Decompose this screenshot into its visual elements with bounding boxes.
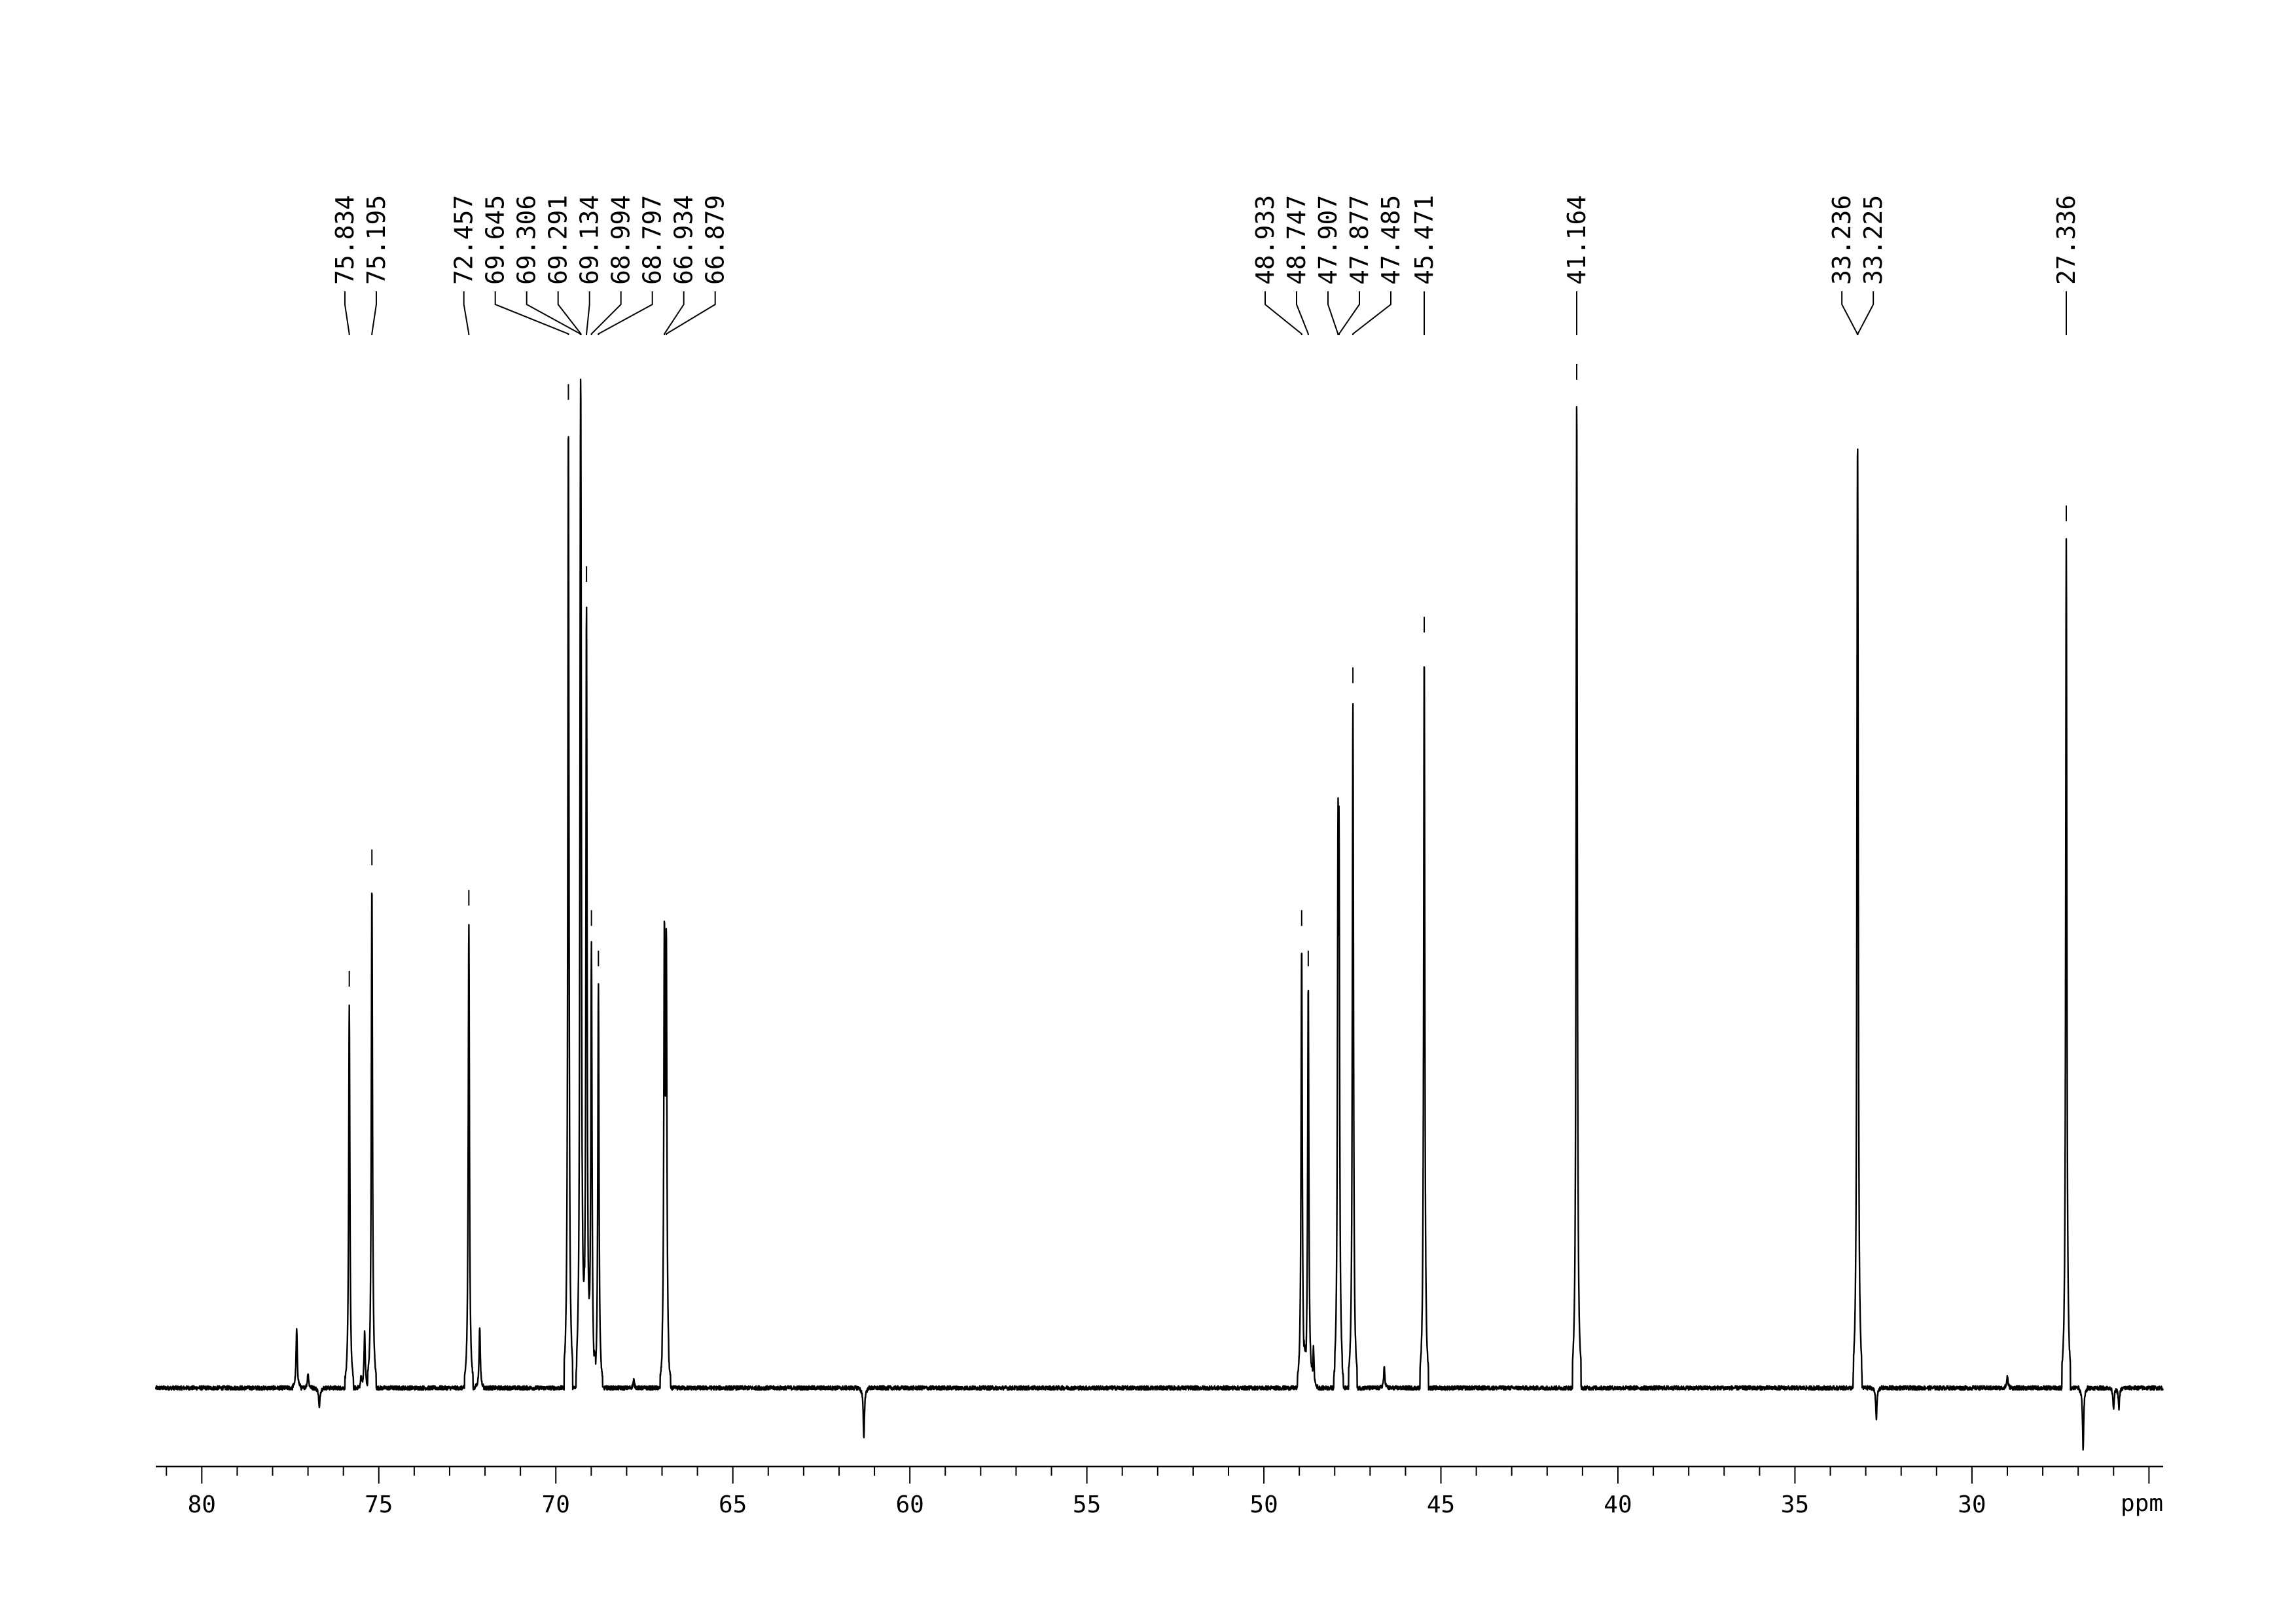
peak-label: 68.994 [607, 195, 636, 285]
peak-label: 27.336 [2052, 195, 2081, 285]
peak-leader-line [371, 291, 377, 335]
peak-label: 72.457 [450, 195, 478, 285]
peak-leader-line [1295, 291, 1309, 335]
peak-label: 75.195 [362, 195, 391, 285]
x-tick-label: 60 [895, 1491, 924, 1518]
x-tick-label: 40 [1604, 1491, 1632, 1518]
peak-label: 69.645 [481, 195, 510, 285]
peak-label: 48.747 [1282, 195, 1311, 285]
x-tick-label: 75 [365, 1491, 393, 1518]
peak-label: 33.225 [1859, 195, 1888, 285]
peak-leader-line [586, 291, 590, 335]
peak-leader-line [494, 291, 569, 335]
peak-leader-line [463, 291, 470, 335]
peak-leader-line [598, 291, 653, 335]
peak-label: 47.877 [1345, 195, 1374, 285]
peak-label: 69.134 [575, 195, 604, 285]
peak-leader-line [344, 291, 350, 335]
peak-label: 47.907 [1314, 195, 1342, 285]
peak-leader-line [1327, 291, 1339, 335]
x-axis-label: ppm [2121, 1490, 2163, 1517]
peak-label: 41.164 [1562, 195, 1591, 285]
peak-label: 66.934 [670, 195, 698, 285]
peak-label: 48.933 [1251, 195, 1280, 285]
x-tick-label: 35 [1781, 1491, 1809, 1518]
x-tick-label: 55 [1073, 1491, 1101, 1518]
x-tick-label: 80 [188, 1491, 216, 1518]
peak-leader-line [666, 291, 716, 335]
x-axis: 80 75 70 65 60 55 50 45 40 35 30 [156, 1465, 2163, 1518]
peak-label: 45.471 [1410, 195, 1439, 285]
peak-leader-line [664, 291, 685, 335]
peak-label: 47.485 [1376, 195, 1405, 285]
peak-label: 33.236 [1827, 195, 1856, 285]
peak-label: 66.879 [701, 195, 730, 285]
peak-leader-line [1264, 291, 1302, 335]
peak-label-group: 75.834 75.195 72.457 69.645 69.306 69.291 69.1… [331, 195, 2081, 335]
x-tick-label: 30 [1958, 1491, 1986, 1518]
x-tick-label: 50 [1249, 1491, 1278, 1518]
x-tick-label: 70 [542, 1491, 570, 1518]
peak-leader-line [1857, 291, 1874, 335]
peak-leader-line [526, 291, 581, 335]
x-tick-label: 65 [719, 1491, 747, 1518]
peak-label: 75.834 [331, 195, 359, 285]
peak-leader-line [590, 291, 622, 335]
peak-label: 69.291 [544, 195, 573, 285]
peak-leader-line [557, 291, 582, 335]
spectrum-trace-group [154, 363, 2164, 1451]
peak-leader-line [1841, 291, 1858, 335]
x-tick-label: 45 [1427, 1491, 1455, 1518]
peak-label: 69.306 [512, 195, 541, 285]
peak-leader-line [1352, 291, 1391, 335]
peak-leader-line [1338, 291, 1360, 335]
spectrum-trace [154, 378, 2164, 1451]
peak-label: 68.797 [638, 195, 667, 285]
